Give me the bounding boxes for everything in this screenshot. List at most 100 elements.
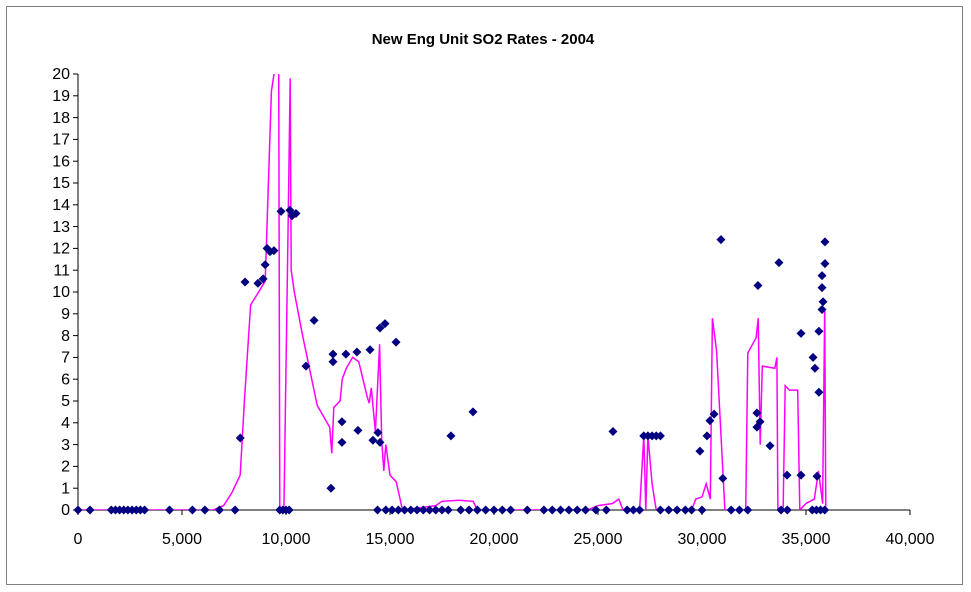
scatter-point [368, 435, 378, 445]
scatter-point [817, 283, 827, 293]
scatter-point [752, 408, 762, 418]
scatter-point [655, 505, 665, 515]
scatter-point [820, 237, 830, 247]
x-tick-label: 15,000 [366, 531, 415, 548]
scatter-point [443, 505, 453, 515]
y-tick-label: 0 [61, 502, 70, 519]
scatter-point [418, 505, 428, 515]
scatter-point [664, 505, 674, 515]
scatter-point [522, 505, 532, 515]
scatter-point [400, 505, 410, 515]
scatter-point [85, 505, 95, 515]
x-tick-label: 25,000 [574, 531, 623, 548]
y-tick-label: 1 [61, 480, 70, 497]
x-tick-label: 30,000 [678, 531, 727, 548]
scatter-point [810, 363, 820, 373]
scatter-point [187, 505, 197, 515]
scatter-point [687, 505, 697, 515]
scatter-point [591, 505, 601, 515]
scatter-point [556, 505, 566, 515]
y-tick-label: 5 [61, 393, 70, 410]
scatter-point [240, 277, 250, 287]
scatter-point [373, 428, 383, 438]
x-tick-label: 0 [74, 531, 83, 548]
scatter-point [734, 505, 744, 515]
scatter-point [818, 297, 828, 307]
scatter-point [73, 505, 83, 515]
scatter-point [352, 347, 362, 357]
scatter-point [564, 505, 574, 515]
scatter-point [431, 505, 441, 515]
scatter-point [472, 505, 482, 515]
scatter-point [705, 416, 715, 426]
scatter-point [373, 505, 383, 515]
y-tick-label: 3 [61, 437, 70, 454]
y-tick-label: 7 [61, 350, 70, 367]
scatter-point [375, 437, 385, 447]
scatter-point [743, 505, 753, 515]
y-tick-label: 20 [52, 66, 70, 83]
scatter-point [808, 352, 818, 362]
scatter-point [406, 505, 416, 515]
scatter-point [608, 427, 618, 437]
scatter-point [253, 278, 263, 288]
x-tick-label: 5,000 [162, 531, 202, 548]
scatter-point [200, 505, 210, 515]
scatter-point [812, 471, 822, 481]
scatter-point [547, 505, 557, 515]
scatter-point [489, 505, 499, 515]
scatter-point [796, 328, 806, 338]
scatter-point [716, 235, 726, 245]
scatter-point [437, 505, 447, 515]
scatter-point [365, 345, 375, 355]
scatter-point [506, 505, 516, 515]
scatter-point [755, 417, 765, 427]
scatter-point [572, 505, 582, 515]
scatter-point [464, 505, 474, 515]
scatter-point [672, 505, 682, 515]
scatter-point [481, 505, 491, 515]
scatter-point [697, 505, 707, 515]
y-tick-label: 17 [52, 132, 70, 149]
scatter-point [446, 431, 456, 441]
scatter-point [375, 323, 385, 333]
scatter-point [680, 505, 690, 515]
scatter-point [258, 274, 268, 284]
x-tick-label: 40,000 [886, 531, 935, 548]
series-line [78, 74, 827, 510]
y-tick-label: 2 [61, 459, 70, 476]
scatter-point [353, 425, 363, 435]
scatter-point [328, 357, 338, 367]
scatter-point [655, 431, 665, 441]
scatter-point [456, 505, 466, 515]
scatter-point [497, 505, 507, 515]
scatter-point [622, 505, 632, 515]
y-tick-label: 19 [52, 88, 70, 105]
chart-title: New Eng Unit SO2 Rates - 2004 [372, 31, 595, 48]
y-tick-label: 13 [52, 219, 70, 236]
scatter-point [753, 280, 763, 290]
scatter-point [328, 349, 338, 359]
scatter-point [214, 505, 224, 515]
scatter-point [326, 483, 336, 493]
x-tick-label: 20,000 [470, 531, 519, 548]
scatter-point [817, 271, 827, 281]
x-tick-label: 35,000 [782, 531, 831, 548]
scatter-point [269, 246, 279, 256]
scatter-point [291, 209, 301, 219]
scatter-point [284, 505, 294, 515]
y-tick-label: 10 [52, 284, 70, 301]
y-tick-label: 15 [52, 175, 70, 192]
y-tick-label: 14 [52, 197, 70, 214]
scatter-point [782, 505, 792, 515]
y-tick-label: 4 [61, 415, 70, 432]
scatter-point [702, 431, 712, 441]
x-tick-label: 10,000 [262, 531, 311, 548]
scatter-point [337, 437, 347, 447]
scatter-point [387, 505, 397, 515]
chart-border [6, 6, 963, 585]
scatter-point [539, 505, 549, 515]
scatter-point [765, 441, 775, 451]
y-tick-label: 18 [52, 110, 70, 127]
